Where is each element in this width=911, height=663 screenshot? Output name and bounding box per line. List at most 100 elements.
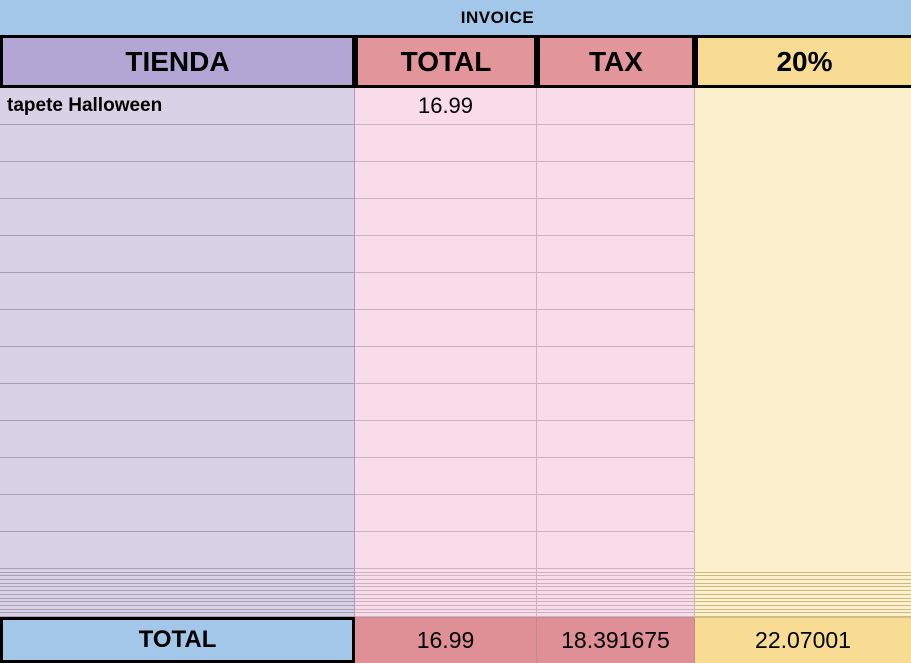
squished-row[interactable] <box>0 594 911 599</box>
squished-cell-tienda[interactable] <box>0 591 355 595</box>
squished-cell-tax[interactable] <box>537 605 695 610</box>
squished-cell-tienda[interactable] <box>0 613 355 617</box>
squished-cell-tienda[interactable] <box>0 576 355 581</box>
cell-pct-row-5[interactable] <box>695 236 911 273</box>
cell-pct-row-12[interactable] <box>695 495 911 532</box>
squished-row[interactable] <box>0 609 911 614</box>
squished-cell-total[interactable] <box>355 587 537 592</box>
cell-tax-row-10[interactable] <box>537 421 695 458</box>
cell-pct-row-13[interactable] <box>695 532 911 569</box>
cell-tienda-row-10[interactable] <box>0 421 355 458</box>
squished-cell-total[interactable] <box>355 609 537 614</box>
cell-tienda-row-8[interactable] <box>0 347 355 384</box>
squished-cell-tienda[interactable] <box>0 572 355 577</box>
cell-tienda-row-1[interactable]: tapete Halloween <box>0 88 355 125</box>
squished-cell-pct[interactable] <box>695 576 911 581</box>
squished-cell-tienda[interactable] <box>0 587 355 592</box>
squished-cell-pct[interactable] <box>695 609 911 614</box>
header-cell-pct[interactable]: 20% <box>695 35 911 88</box>
squished-row[interactable] <box>0 602 911 606</box>
header-cell-total[interactable]: TOTAL <box>355 35 537 88</box>
cell-total-row-11[interactable] <box>355 458 537 495</box>
cell-total-row-10[interactable] <box>355 421 537 458</box>
squished-cell-pct[interactable] <box>695 594 911 599</box>
squished-cell-total[interactable] <box>355 602 537 606</box>
cell-total-row-4[interactable] <box>355 199 537 236</box>
squished-cell-pct[interactable] <box>695 572 911 577</box>
header-cell-tax[interactable]: TAX <box>537 35 695 88</box>
cell-tax-row-7[interactable] <box>537 310 695 347</box>
squished-cell-tax[interactable] <box>537 594 695 599</box>
squished-cell-tax[interactable] <box>537 587 695 592</box>
squished-cell-total[interactable] <box>355 572 537 577</box>
cell-tienda-row-9[interactable] <box>0 384 355 421</box>
cell-tienda-row-4[interactable] <box>0 199 355 236</box>
squished-row[interactable] <box>0 591 911 595</box>
cell-pct-row-11[interactable] <box>695 458 911 495</box>
squished-cell-tax[interactable] <box>537 572 695 577</box>
squished-cell-total[interactable] <box>355 569 537 573</box>
cell-total-row-2[interactable] <box>355 125 537 162</box>
squished-cell-tienda[interactable] <box>0 580 355 584</box>
cell-tax-row-6[interactable] <box>537 273 695 310</box>
squished-cell-tax[interactable] <box>537 591 695 595</box>
squished-cell-total[interactable] <box>355 576 537 581</box>
squished-cell-pct[interactable] <box>695 591 911 595</box>
header-cell-tienda[interactable]: TIENDA <box>0 35 355 88</box>
cell-pct-row-8[interactable] <box>695 347 911 384</box>
cell-pct-row-6[interactable] <box>695 273 911 310</box>
squished-cell-pct[interactable] <box>695 587 911 592</box>
squished-row[interactable] <box>0 613 911 617</box>
cell-tax-row-1[interactable] <box>537 88 695 125</box>
cell-total-row-7[interactable] <box>355 310 537 347</box>
squished-row[interactable] <box>0 576 911 581</box>
cell-total-row-5[interactable] <box>355 236 537 273</box>
cell-tienda-row-5[interactable] <box>0 236 355 273</box>
squished-cell-tax[interactable] <box>537 583 695 588</box>
cell-tax-row-3[interactable] <box>537 162 695 199</box>
cell-total-row-8[interactable] <box>355 347 537 384</box>
squished-row[interactable] <box>0 605 911 610</box>
cell-tax-row-4[interactable] <box>537 199 695 236</box>
squished-row[interactable] <box>0 580 911 584</box>
cell-total-row-3[interactable] <box>355 162 537 199</box>
squished-cell-pct[interactable] <box>695 602 911 606</box>
squished-cell-tienda[interactable] <box>0 609 355 614</box>
cell-tienda-row-7[interactable] <box>0 310 355 347</box>
cell-tax-row-9[interactable] <box>537 384 695 421</box>
squished-cell-pct[interactable] <box>695 569 911 573</box>
cell-tax-row-8[interactable] <box>537 347 695 384</box>
cell-total-row-1[interactable]: 16.99 <box>355 88 537 125</box>
squished-cell-total[interactable] <box>355 605 537 610</box>
squished-cell-total[interactable] <box>355 598 537 603</box>
squished-cell-total[interactable] <box>355 583 537 588</box>
squished-cell-tienda[interactable] <box>0 583 355 588</box>
cell-tax-row-5[interactable] <box>537 236 695 273</box>
cell-pct-row-2[interactable] <box>695 125 911 162</box>
footer-total-value[interactable]: 16.99 <box>355 617 537 663</box>
squished-cell-total[interactable] <box>355 591 537 595</box>
squished-cell-tax[interactable] <box>537 576 695 581</box>
cell-tienda-row-11[interactable] <box>0 458 355 495</box>
squished-row[interactable] <box>0 587 911 592</box>
cell-pct-row-1[interactable] <box>695 88 911 125</box>
squished-cell-tax[interactable] <box>537 602 695 606</box>
cell-pct-row-10[interactable] <box>695 421 911 458</box>
squished-cell-pct[interactable] <box>695 598 911 603</box>
squished-cell-pct[interactable] <box>695 580 911 584</box>
cell-tienda-row-2[interactable] <box>0 125 355 162</box>
cell-pct-row-3[interactable] <box>695 162 911 199</box>
cell-pct-row-7[interactable] <box>695 310 911 347</box>
cell-tax-row-2[interactable] <box>537 125 695 162</box>
squished-row[interactable] <box>0 598 911 603</box>
squished-cell-tax[interactable] <box>537 580 695 584</box>
squished-cell-pct[interactable] <box>695 583 911 588</box>
squished-cell-tienda[interactable] <box>0 605 355 610</box>
squished-cell-total[interactable] <box>355 580 537 584</box>
cell-pct-row-4[interactable] <box>695 199 911 236</box>
squished-cell-tienda[interactable] <box>0 594 355 599</box>
squished-row[interactable] <box>0 583 911 588</box>
squished-cell-tax[interactable] <box>537 613 695 617</box>
squished-cell-tienda[interactable] <box>0 569 355 573</box>
cell-tienda-row-6[interactable] <box>0 273 355 310</box>
